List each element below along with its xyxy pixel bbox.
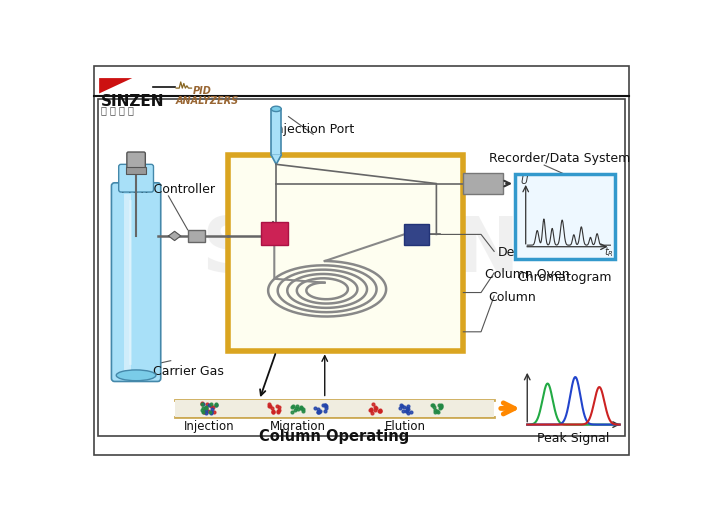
Text: PID: PID [193,86,212,96]
Text: Column Operating: Column Operating [259,429,409,444]
Text: Injection Port: Injection Port [272,123,355,136]
Text: 新泽仪器: 新泽仪器 [314,277,407,315]
Text: Column Oven: Column Oven [485,268,570,281]
Text: Elution: Elution [385,420,426,433]
Bar [97,99,625,436]
Text: ANALYZERS: ANALYZERS [176,96,239,106]
Bar [515,174,615,259]
Text: U: U [520,175,527,186]
Bar [188,230,204,242]
FancyBboxPatch shape [111,183,161,381]
Text: $t_R$: $t_R$ [604,245,614,259]
Text: Detector: Detector [498,246,552,260]
Text: 新 泽 仪 器: 新 泽 仪 器 [101,105,133,115]
Text: Injection: Injection [184,420,235,433]
Ellipse shape [271,106,281,111]
Polygon shape [99,78,133,93]
Bar [126,167,146,173]
Text: SINZEN: SINZEN [202,214,520,288]
Ellipse shape [116,370,156,381]
Bar [404,223,429,245]
Text: Chromatogram: Chromatogram [517,270,612,284]
FancyBboxPatch shape [127,152,145,172]
Bar [175,400,494,417]
Bar [463,173,503,195]
Text: Carrier Gas: Carrier Gas [153,365,224,378]
Text: Column: Column [488,291,536,304]
Polygon shape [169,232,180,240]
Text: Peak Signal: Peak Signal [537,432,610,445]
Text: Migration: Migration [270,420,326,433]
Bar [261,222,288,245]
FancyBboxPatch shape [271,109,281,155]
FancyBboxPatch shape [118,164,154,192]
Polygon shape [271,155,281,164]
Text: Recorder/Data System: Recorder/Data System [489,152,630,165]
Text: Flow Controller: Flow Controller [121,183,216,196]
Text: SINZEN: SINZEN [101,94,164,109]
Bar [228,155,463,351]
